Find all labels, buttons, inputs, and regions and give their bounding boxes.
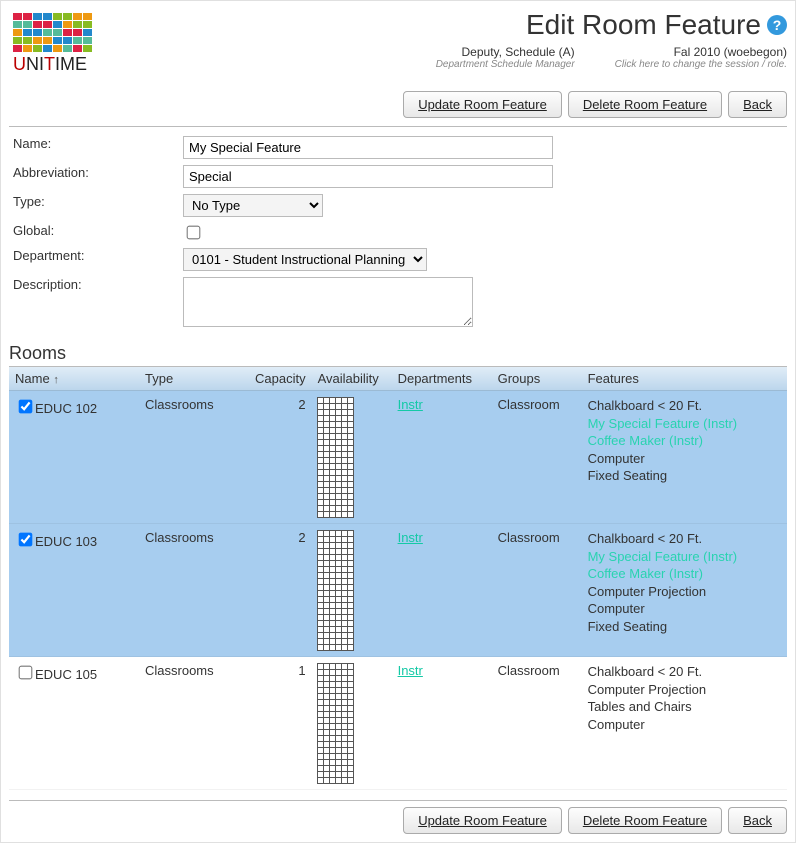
term-name: Fal 2010 (woebegon) bbox=[615, 45, 787, 59]
availability-grid bbox=[318, 397, 354, 517]
user-block: Deputy, Schedule (A) Department Schedule… bbox=[436, 45, 575, 70]
dept-link[interactable]: Instr bbox=[398, 663, 423, 678]
feature-item: Computer Projection bbox=[588, 583, 781, 601]
table-row[interactable]: EDUC 103Classrooms2InstrClassroomChalkbo… bbox=[9, 524, 787, 657]
desc-textarea[interactable] bbox=[183, 277, 473, 327]
room-features: Chalkboard < 20 Ft.My Special Feature (I… bbox=[582, 391, 787, 524]
top-button-row: Update Room Feature Delete Room Feature … bbox=[9, 91, 787, 127]
abbr-input[interactable] bbox=[183, 165, 553, 188]
col-name[interactable]: Name ↑ bbox=[9, 367, 139, 391]
room-availability bbox=[312, 391, 392, 524]
room-features: Chalkboard < 20 Ft.My Special Feature (I… bbox=[582, 524, 787, 657]
availability-grid bbox=[318, 530, 354, 650]
col-type[interactable]: Type bbox=[139, 367, 249, 391]
feature-item: Fixed Seating bbox=[588, 618, 781, 636]
room-capacity: 2 bbox=[249, 524, 312, 657]
global-checkbox[interactable] bbox=[187, 226, 201, 240]
delete-button[interactable]: Delete Room Feature bbox=[568, 91, 722, 118]
name-input[interactable] bbox=[183, 136, 553, 159]
feature-item: Chalkboard < 20 Ft. bbox=[588, 663, 781, 681]
room-group: Classroom bbox=[492, 657, 582, 790]
room-type: Classrooms bbox=[139, 657, 249, 790]
feature-item: Chalkboard < 20 Ft. bbox=[588, 397, 781, 415]
col-groups[interactable]: Groups bbox=[492, 367, 582, 391]
room-capacity: 1 bbox=[249, 657, 312, 790]
table-row[interactable]: EDUC 102Classrooms2InstrClassroomChalkbo… bbox=[9, 391, 787, 524]
feature-item: My Special Feature (Instr) bbox=[588, 548, 781, 566]
feature-item: Chalkboard < 20 Ft. bbox=[588, 530, 781, 548]
update-button-bottom[interactable]: Update Room Feature bbox=[403, 807, 562, 834]
room-checkbox[interactable] bbox=[19, 533, 33, 547]
feature-item: Computer Projection bbox=[588, 681, 781, 699]
room-type: Classrooms bbox=[139, 391, 249, 524]
user-name: Deputy, Schedule (A) bbox=[436, 45, 575, 59]
type-label: Type: bbox=[9, 191, 179, 220]
term-block[interactable]: Fal 2010 (woebegon) Click here to change… bbox=[615, 45, 787, 70]
form-table: Name: Abbreviation: Type: No Type Global… bbox=[9, 133, 787, 333]
rooms-header-row: Name ↑ Type Capacity Availability Depart… bbox=[9, 367, 787, 391]
col-features[interactable]: Features bbox=[582, 367, 787, 391]
room-features: Chalkboard < 20 Ft.Computer ProjectionTa… bbox=[582, 657, 787, 790]
room-checkbox[interactable] bbox=[19, 666, 33, 680]
col-departments[interactable]: Departments bbox=[392, 367, 492, 391]
term-hint: Click here to change the session / role. bbox=[615, 59, 787, 70]
type-select[interactable]: No Type bbox=[183, 194, 323, 217]
update-button[interactable]: Update Room Feature bbox=[403, 91, 562, 118]
dept-link[interactable]: Instr bbox=[398, 397, 423, 412]
abbr-label: Abbreviation: bbox=[9, 162, 179, 191]
user-role: Department Schedule Manager bbox=[436, 59, 575, 70]
room-name: EDUC 105 bbox=[35, 667, 97, 682]
feature-item: Computer bbox=[588, 450, 781, 468]
desc-label: Description: bbox=[9, 274, 179, 333]
feature-item: My Special Feature (Instr) bbox=[588, 415, 781, 433]
logo-text: UNITIME bbox=[13, 54, 93, 75]
room-capacity: 2 bbox=[249, 391, 312, 524]
feature-item: Computer bbox=[588, 600, 781, 618]
global-label: Global: bbox=[9, 220, 179, 245]
page-title-text: Edit Room Feature bbox=[526, 9, 761, 41]
room-group: Classroom bbox=[492, 524, 582, 657]
back-button[interactable]: Back bbox=[728, 91, 787, 118]
room-group: Classroom bbox=[492, 391, 582, 524]
back-button-bottom[interactable]: Back bbox=[728, 807, 787, 834]
dept-label: Department: bbox=[9, 245, 179, 274]
logo-grid bbox=[13, 13, 93, 52]
logo[interactable]: UNITIME bbox=[9, 9, 97, 79]
col-availability[interactable]: Availability bbox=[312, 367, 392, 391]
dept-select[interactable]: 0101 - Student Instructional Planning bbox=[183, 248, 427, 271]
feature-item: Coffee Maker (Instr) bbox=[588, 565, 781, 583]
room-checkbox[interactable] bbox=[19, 400, 33, 414]
dept-link[interactable]: Instr bbox=[398, 530, 423, 545]
delete-button-bottom[interactable]: Delete Room Feature bbox=[568, 807, 722, 834]
rooms-section-title: Rooms bbox=[9, 343, 787, 367]
table-row[interactable]: EDUC 105Classrooms1InstrClassroomChalkbo… bbox=[9, 657, 787, 790]
header: UNITIME Edit Room Feature ? Deputy, Sche… bbox=[9, 9, 787, 79]
feature-item: Computer bbox=[588, 716, 781, 734]
feature-item: Fixed Seating bbox=[588, 467, 781, 485]
room-availability bbox=[312, 524, 392, 657]
bottom-button-row: Update Room Feature Delete Room Feature … bbox=[9, 807, 787, 834]
sort-arrow-icon: ↑ bbox=[53, 374, 59, 386]
availability-grid bbox=[318, 663, 354, 783]
room-type: Classrooms bbox=[139, 524, 249, 657]
rooms-table: Name ↑ Type Capacity Availability Depart… bbox=[9, 367, 787, 790]
feature-item: Coffee Maker (Instr) bbox=[588, 432, 781, 450]
page-title: Edit Room Feature ? bbox=[436, 9, 787, 41]
col-capacity[interactable]: Capacity bbox=[249, 367, 312, 391]
help-icon[interactable]: ? bbox=[767, 15, 787, 35]
name-label: Name: bbox=[9, 133, 179, 162]
room-name: EDUC 102 bbox=[35, 401, 97, 416]
feature-item: Tables and Chairs bbox=[588, 698, 781, 716]
room-name: EDUC 103 bbox=[35, 534, 97, 549]
room-availability bbox=[312, 657, 392, 790]
